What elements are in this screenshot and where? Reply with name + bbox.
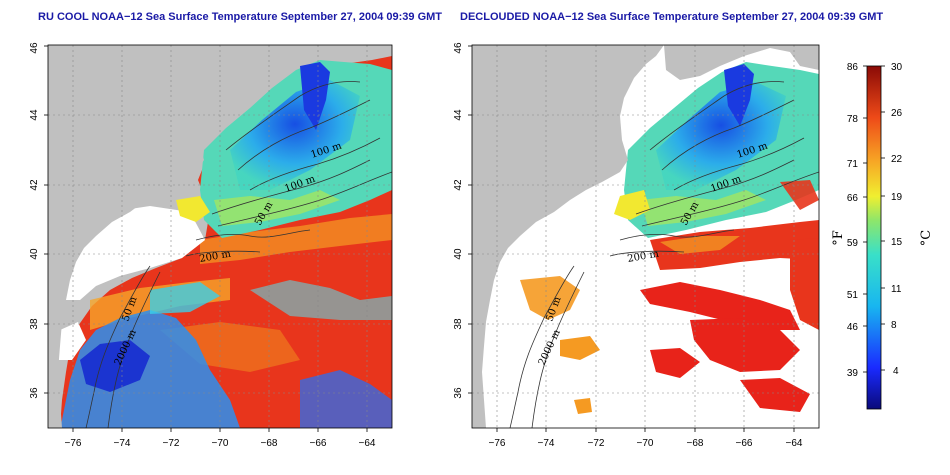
colorbar-c-tick: 19 bbox=[891, 192, 903, 203]
right-lon-tick: −66 bbox=[736, 438, 753, 449]
right-red-patch bbox=[640, 282, 800, 330]
colorbar-f-tick: 66 bbox=[847, 193, 859, 204]
right-lat-tick: 46 bbox=[453, 42, 464, 54]
right-lat-tick: 36 bbox=[453, 387, 464, 399]
colorbar-c-tick: 30 bbox=[891, 62, 903, 73]
colorbar-f-tick: 71 bbox=[847, 159, 859, 170]
left-lat-tick: 36 bbox=[29, 387, 40, 399]
right-map-frame bbox=[471, 44, 820, 429]
right-lat-tick: 38 bbox=[453, 318, 464, 330]
right-lon-tick: −68 bbox=[687, 438, 704, 449]
right-lat-tick: 44 bbox=[453, 109, 464, 121]
colorbar-c-tick: 15 bbox=[891, 237, 903, 248]
left-lat-tick: 42 bbox=[29, 179, 40, 191]
left-lat-tick: 44 bbox=[29, 109, 40, 121]
right-lon-tick: −64 bbox=[786, 438, 803, 449]
colorbar-c-tick: 26 bbox=[891, 108, 903, 119]
colorbar-gradient bbox=[866, 65, 882, 410]
right-lat-tick: 42 bbox=[453, 179, 464, 191]
colorbar-c-tick: 11 bbox=[891, 284, 902, 295]
left-lat-axis: 36 38 40 42 44 46 bbox=[29, 42, 48, 399]
left-lon-tick: −76 bbox=[65, 438, 82, 449]
colorbar-f-tick: 39 bbox=[847, 368, 859, 379]
colorbar-fahrenheit-label: °F bbox=[831, 230, 846, 246]
right-lon-tick: −70 bbox=[637, 438, 654, 449]
left-grid bbox=[48, 45, 392, 428]
colorbar-f-tick: 78 bbox=[847, 114, 859, 125]
right-map-land bbox=[472, 45, 664, 428]
left-lat-tick: 46 bbox=[29, 42, 40, 54]
colorbar: 86 78 71 66 59 51 46 39 30 26 22 19 15 1… bbox=[831, 62, 934, 410]
left-map bbox=[48, 45, 392, 428]
colorbar-celsius-label: °C bbox=[919, 230, 934, 247]
left-cloud-area bbox=[60, 310, 240, 428]
right-lon-tick: −76 bbox=[489, 438, 506, 449]
right-ocean-warm bbox=[650, 220, 819, 270]
right-lon-tick: −72 bbox=[588, 438, 605, 449]
colorbar-f-tick: 59 bbox=[847, 238, 859, 249]
left-lon-tick: −74 bbox=[114, 438, 131, 449]
left-lon-tick: −68 bbox=[261, 438, 278, 449]
colorbar-c-tick: 8 bbox=[891, 320, 897, 331]
left-lon-tick: −72 bbox=[163, 438, 180, 449]
left-lon-tick: −64 bbox=[359, 438, 376, 449]
right-lat-tick: 40 bbox=[453, 248, 464, 260]
right-map bbox=[472, 45, 819, 428]
left-lon-axis: −76 −74 −72 −70 −68 −66 −64 bbox=[65, 428, 376, 449]
colorbar-f-tick: 51 bbox=[847, 290, 859, 301]
colorbar-c-tick: 22 bbox=[891, 154, 903, 165]
right-grid bbox=[472, 45, 819, 428]
right-map-title: DECLOUDED NOAA−12 Sea Surface Temperatur… bbox=[460, 11, 884, 23]
left-lon-tick: −70 bbox=[212, 438, 229, 449]
left-lon-tick: −66 bbox=[310, 438, 327, 449]
colorbar-f-tick: 86 bbox=[847, 62, 859, 73]
left-lat-tick: 40 bbox=[29, 248, 40, 260]
right-lon-axis: −76 −74 −72 −70 −68 −66 −64 bbox=[489, 428, 803, 449]
right-lon-tick: −74 bbox=[538, 438, 555, 449]
left-lat-tick: 38 bbox=[29, 318, 40, 330]
left-map-title: RU COOL NOAA−12 Sea Surface Temperature … bbox=[38, 11, 443, 23]
right-lat-axis: 36 38 40 42 44 46 bbox=[453, 42, 472, 399]
colorbar-c-tick: 4 bbox=[893, 366, 899, 377]
colorbar-f-tick: 46 bbox=[847, 322, 859, 333]
